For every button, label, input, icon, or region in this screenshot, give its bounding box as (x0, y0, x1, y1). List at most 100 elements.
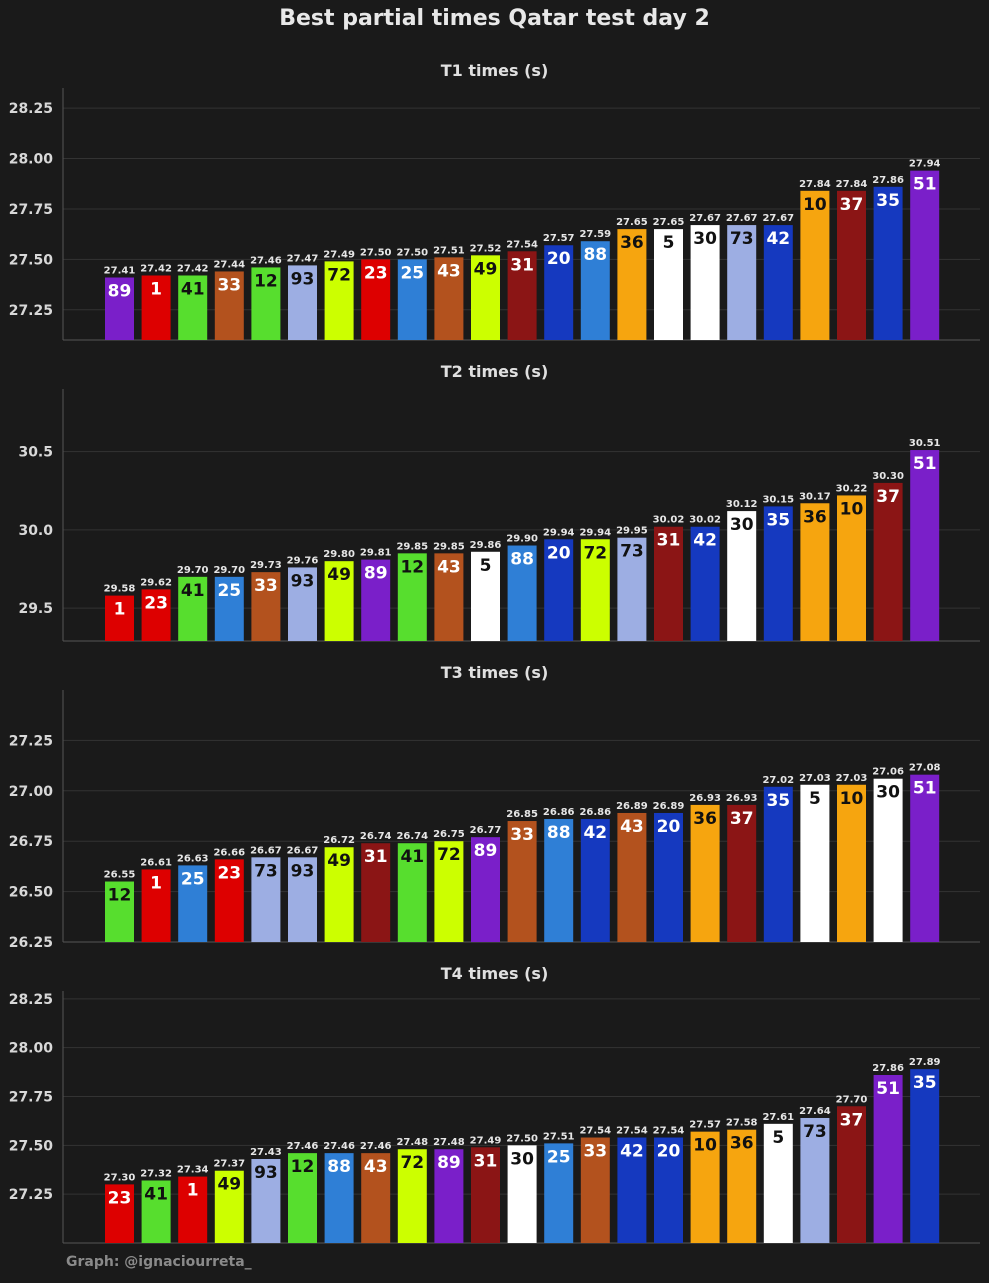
bar-value-label: 27.42 (140, 263, 172, 274)
y-tick-label: 27.25 (9, 733, 53, 749)
bar-value-label: 27.50 (506, 1133, 538, 1144)
car-number-label: 51 (913, 454, 937, 474)
bar-value-label: 26.67 (250, 845, 282, 856)
car-number-label: 20 (547, 249, 571, 269)
car-number-label: 25 (217, 581, 241, 601)
car-number-label: 1 (114, 600, 126, 620)
bar-value-label: 30.30 (872, 471, 904, 482)
car-number-label: 31 (510, 255, 534, 275)
bar (800, 1117, 830, 1243)
bar (251, 1159, 281, 1243)
bar (471, 837, 500, 942)
bar-value-label: 30.51 (909, 438, 941, 449)
bar-value-label: 30.22 (836, 483, 868, 494)
bar (873, 778, 903, 942)
bar-value-label: 29.70 (177, 565, 209, 576)
car-number-label: 93 (291, 861, 315, 881)
bar (178, 1176, 208, 1243)
bar-value-label: 27.41 (104, 266, 136, 277)
bar-value-label: 26.93 (689, 793, 721, 804)
y-tick-label: 28.25 (9, 992, 53, 1008)
t4-panel-title: T4 times (s) (440, 964, 549, 983)
bar (873, 482, 903, 641)
bar (837, 784, 866, 942)
car-number-label: 33 (254, 576, 278, 596)
car-number-label: 25 (547, 1147, 571, 1167)
bar (580, 1137, 610, 1243)
car-number-label: 72 (327, 265, 351, 285)
bar-value-label: 27.61 (762, 1112, 794, 1123)
bar-value-label: 29.85 (396, 541, 428, 552)
bar (690, 526, 720, 641)
bar-value-label: 27.46 (323, 1141, 355, 1152)
bar-value-label: 27.32 (140, 1168, 172, 1179)
car-number-label: 88 (327, 1157, 351, 1177)
bar (763, 1123, 793, 1243)
bar (397, 843, 427, 942)
car-number-label: 5 (663, 233, 675, 253)
y-tick-label: 30.0 (18, 523, 53, 539)
car-number-label: 33 (583, 1142, 607, 1162)
bar-value-label: 26.72 (323, 835, 355, 846)
bar (214, 859, 244, 942)
bar-value-label: 29.58 (104, 584, 136, 595)
bar (837, 495, 866, 641)
bar (288, 857, 317, 942)
car-number-label: 36 (620, 233, 644, 253)
y-tick-label: 27.50 (9, 1138, 54, 1154)
bar-value-label: 27.46 (250, 255, 282, 266)
bar (800, 503, 830, 641)
bar (105, 881, 134, 942)
y-tick-label: 26.75 (9, 834, 53, 850)
car-number-label: 42 (583, 823, 607, 843)
car-number-label: 93 (254, 1163, 278, 1183)
car-number-label: 30 (693, 229, 717, 249)
bar (763, 506, 793, 641)
bar-value-label: 27.64 (799, 1106, 831, 1117)
bar-value-label: 27.44 (213, 259, 245, 270)
bar (471, 551, 500, 641)
car-number-label: 73 (254, 861, 278, 881)
bar (580, 539, 610, 641)
bar-value-label: 27.57 (689, 1120, 721, 1131)
y-tick-label: 30.5 (18, 445, 53, 461)
car-number-label: 51 (913, 779, 937, 799)
bar-value-label: 27.54 (616, 1126, 648, 1137)
bar-value-label: 27.67 (726, 213, 758, 224)
bar-value-label: 27.67 (762, 213, 794, 224)
bar (141, 589, 171, 641)
car-number-label: 88 (510, 550, 534, 570)
bar (288, 567, 317, 641)
car-number-label: 41 (144, 1184, 168, 1204)
main-title: Best partial times Qatar test day 2 (279, 6, 710, 31)
bar (727, 1129, 757, 1243)
car-number-label: 1 (150, 279, 162, 299)
car-number-label: 49 (327, 851, 351, 871)
car-number-label: 89 (364, 564, 388, 584)
car-number-label: 23 (144, 593, 168, 613)
bar-value-label: 27.49 (470, 1135, 502, 1146)
bar (105, 595, 134, 641)
car-number-label: 43 (620, 817, 644, 837)
y-tick-label: 27.00 (9, 784, 54, 800)
bar (178, 865, 208, 942)
bar-value-label: 26.55 (104, 870, 136, 881)
bar (727, 225, 757, 340)
bar-value-label: 26.93 (726, 793, 758, 804)
car-number-label: 51 (913, 175, 937, 195)
car-number-label: 37 (840, 1110, 864, 1130)
car-number-label: 33 (217, 275, 241, 295)
car-number-label: 30 (510, 1149, 534, 1169)
bar (690, 804, 720, 942)
bar-value-label: 26.89 (653, 801, 685, 812)
bar-value-label: 27.48 (433, 1137, 465, 1148)
car-number-label: 30 (876, 783, 900, 803)
car-number-label: 31 (657, 531, 681, 551)
bar (690, 1131, 720, 1243)
bar (397, 553, 427, 641)
bar (434, 257, 464, 340)
bar-value-label: 26.86 (543, 807, 575, 818)
bar (727, 804, 757, 942)
bar-value-label: 29.80 (323, 549, 355, 560)
